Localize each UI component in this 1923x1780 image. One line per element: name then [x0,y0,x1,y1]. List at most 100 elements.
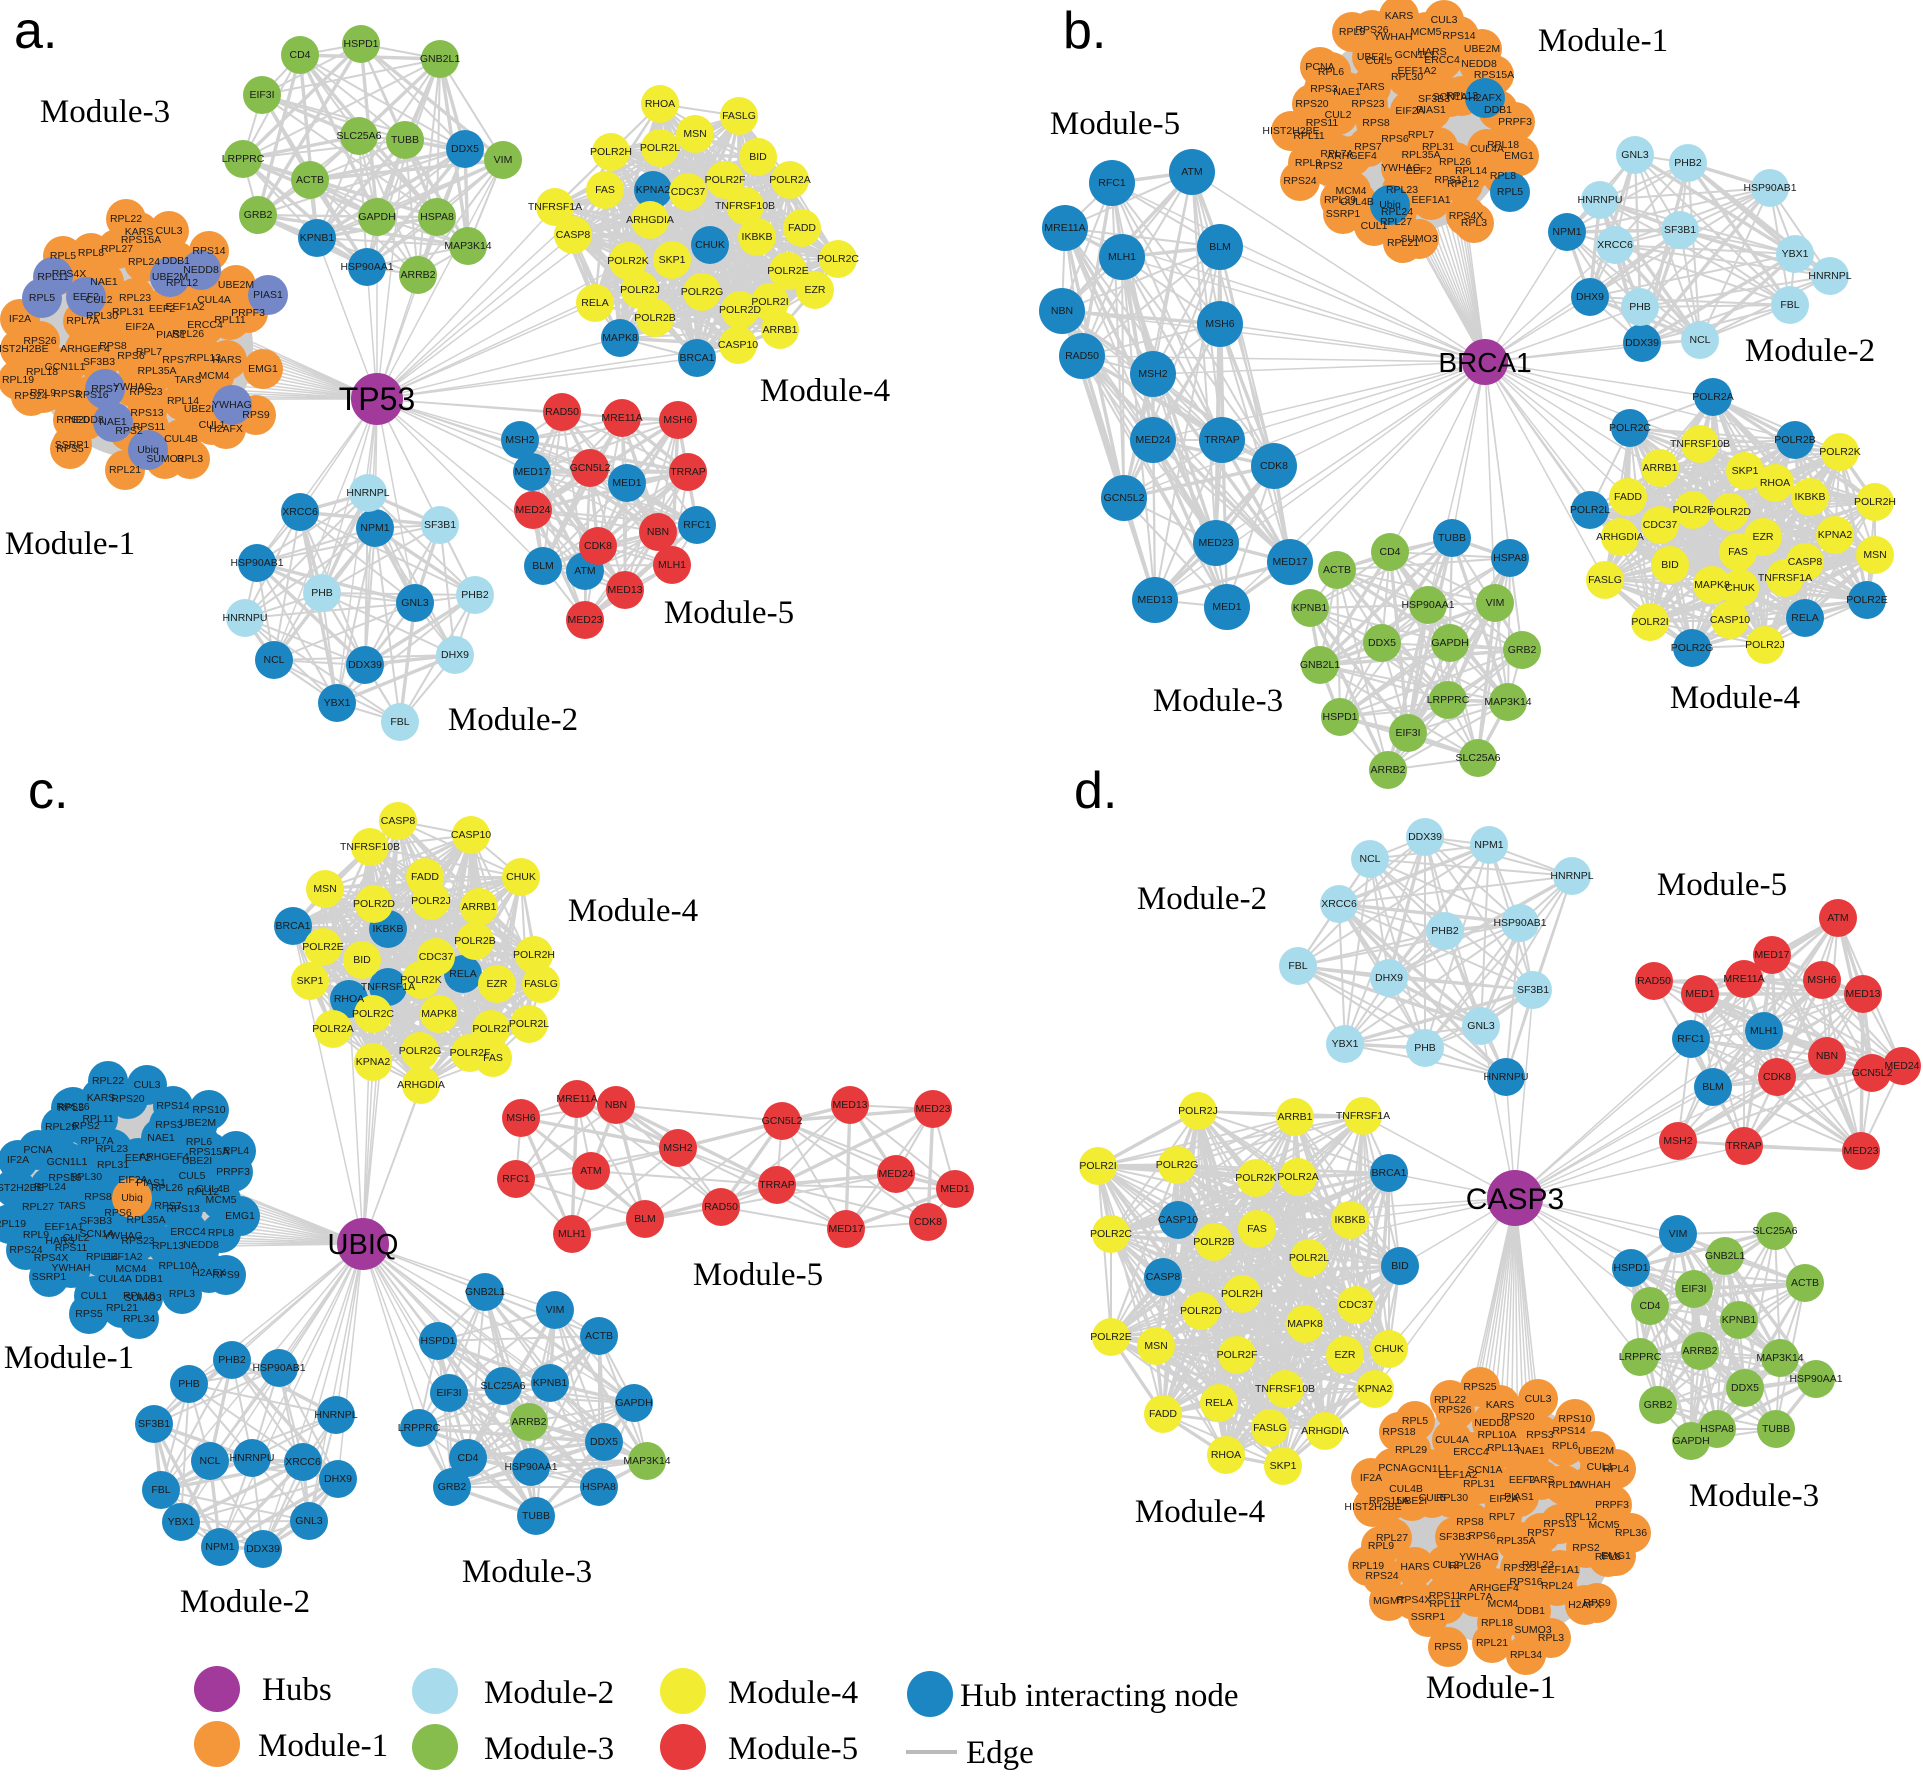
svg-text:Module-2: Module-2 [484,1675,614,1711]
svg-text:RPL23: RPL23 [119,292,151,304]
svg-text:DDX39: DDX39 [348,659,382,671]
svg-text:BRCA1: BRCA1 [1371,1167,1406,1179]
svg-text:Module-3: Module-3 [462,1554,592,1590]
svg-text:RPS9: RPS9 [1583,1597,1611,1609]
svg-text:CDK8: CDK8 [584,540,612,552]
svg-text:TARS: TARS [58,1200,85,1212]
svg-text:MED17: MED17 [514,466,549,478]
svg-text:HSP90AB1: HSP90AB1 [230,557,283,569]
svg-text:RPL35A: RPL35A [1401,149,1440,161]
svg-text:POLR2L: POLR2L [1289,1252,1329,1264]
svg-text:NCL: NCL [263,654,284,666]
svg-text:GRB2: GRB2 [438,1481,467,1493]
svg-text:POLR2L: POLR2L [640,142,680,154]
svg-text:Module-1: Module-1 [258,1728,388,1764]
svg-text:RPL6: RPL6 [1318,66,1344,78]
svg-text:RPL5: RPL5 [1402,1415,1428,1427]
svg-text:CASP10: CASP10 [451,829,491,841]
svg-text:RAD50: RAD50 [1065,350,1099,362]
svg-text:DHX9: DHX9 [1576,291,1604,303]
svg-text:CDC37: CDC37 [1643,519,1678,531]
svg-text:Module-2: Module-2 [1745,333,1875,369]
svg-text:VIM: VIM [546,1304,565,1316]
svg-text:GAPDH: GAPDH [1672,1435,1709,1447]
svg-text:EMG1: EMG1 [248,363,278,375]
svg-text:HIST2H2BE: HIST2H2BE [1344,1501,1401,1513]
svg-text:RHOA: RHOA [1760,477,1790,489]
svg-text:YWHAG: YWHAG [103,1230,143,1242]
svg-text:RELA: RELA [581,297,608,309]
svg-text:GRB2: GRB2 [1644,1399,1673,1411]
svg-text:HNRNPU: HNRNPU [1578,194,1623,206]
svg-text:MED24: MED24 [1135,434,1170,446]
svg-text:GRB2: GRB2 [1508,644,1537,656]
svg-text:PRPF3: PRPF3 [1595,1499,1629,1511]
svg-text:CUL2: CUL2 [86,294,113,306]
svg-text:RPS14: RPS14 [192,245,225,257]
svg-text:RPS14: RPS14 [1552,1425,1585,1437]
svg-text:CUL5: CUL5 [1366,55,1393,67]
svg-text:RPS8: RPS8 [1456,1516,1484,1528]
svg-text:Module-4: Module-4 [760,373,890,409]
svg-text:ARHGEF4: ARHGEF4 [60,343,110,355]
svg-text:CUL3: CUL3 [134,1079,161,1091]
svg-text:TARS: TARS [174,374,201,386]
svg-text:RPL9: RPL9 [1295,157,1321,169]
svg-text:RPL26: RPL26 [172,328,204,340]
svg-text:RPL8: RPL8 [1595,1551,1621,1563]
svg-text:RPL27: RPL27 [1376,1532,1408,1544]
svg-text:MSH2: MSH2 [505,434,534,446]
svg-text:YWHAG: YWHAG [1381,162,1421,174]
svg-text:PHB: PHB [178,1378,200,1390]
svg-text:MED1: MED1 [1212,601,1241,613]
svg-text:MRE11A: MRE11A [1044,222,1085,234]
svg-text:ARHGEF4: ARHGEF4 [1469,1582,1519,1594]
svg-text:RPL19: RPL19 [0,1218,26,1230]
svg-text:POLR2E: POLR2E [302,941,343,953]
svg-text:MAPK8: MAPK8 [602,332,638,344]
svg-text:RPL7A: RPL7A [1459,1591,1492,1603]
svg-text:MED23: MED23 [567,614,602,626]
svg-text:RPS11: RPS11 [133,421,166,433]
svg-text:RPL24: RPL24 [128,256,160,268]
svg-text:POLR2J: POLR2J [620,284,660,296]
svg-text:KARS: KARS [1385,10,1414,22]
svg-text:POLR2H: POLR2H [513,949,555,961]
svg-text:DDX5: DDX5 [451,143,479,155]
svg-text:EEF2: EEF2 [1406,165,1432,177]
svg-text:FAS: FAS [595,184,615,196]
svg-text:EEF1A1: EEF1A1 [44,1221,83,1233]
svg-text:HARS: HARS [212,354,241,366]
svg-text:RPL3: RPL3 [1461,217,1487,229]
svg-text:CASP3: CASP3 [1466,1183,1564,1216]
svg-text:RPL19: RPL19 [1352,1560,1384,1572]
svg-text:ARRB1: ARRB1 [762,324,797,336]
svg-text:SLC25A6: SLC25A6 [1456,752,1501,764]
svg-text:EMG1: EMG1 [225,1210,255,1222]
svg-text:TUBB: TUBB [522,1510,550,1522]
svg-text:MCM4: MCM4 [1488,1598,1519,1610]
svg-text:Ubiq: Ubiq [121,1192,143,1204]
svg-text:FBL: FBL [151,1484,170,1496]
svg-text:GCN5L2: GCN5L2 [762,1115,803,1127]
svg-text:SLC25A6: SLC25A6 [337,130,382,142]
svg-text:PHB: PHB [1414,1042,1436,1054]
svg-text:RELA: RELA [449,968,476,980]
svg-text:BID: BID [353,954,371,966]
svg-text:RPL14: RPL14 [1455,165,1487,177]
svg-text:RHOA: RHOA [1211,1449,1241,1461]
svg-text:SSRP1: SSRP1 [1326,208,1361,220]
svg-text:RPS13: RPS13 [1543,1518,1576,1530]
svg-text:LRPPRC: LRPPRC [1619,1351,1662,1363]
svg-text:MSH6: MSH6 [506,1112,535,1124]
svg-text:RAD50: RAD50 [545,406,579,418]
svg-text:POLR2G: POLR2G [681,286,724,298]
svg-text:RPS23: RPS23 [1503,1562,1536,1574]
svg-text:RPL11: RPL11 [37,271,68,283]
svg-text:PRPF3: PRPF3 [231,307,265,319]
svg-text:MED23: MED23 [1198,537,1233,549]
svg-text:RPL8: RPL8 [78,247,104,259]
svg-text:IF2A: IF2A [7,1154,29,1166]
svg-text:POLR2A: POLR2A [1692,391,1733,403]
svg-text:RPL13: RPL13 [189,352,221,364]
